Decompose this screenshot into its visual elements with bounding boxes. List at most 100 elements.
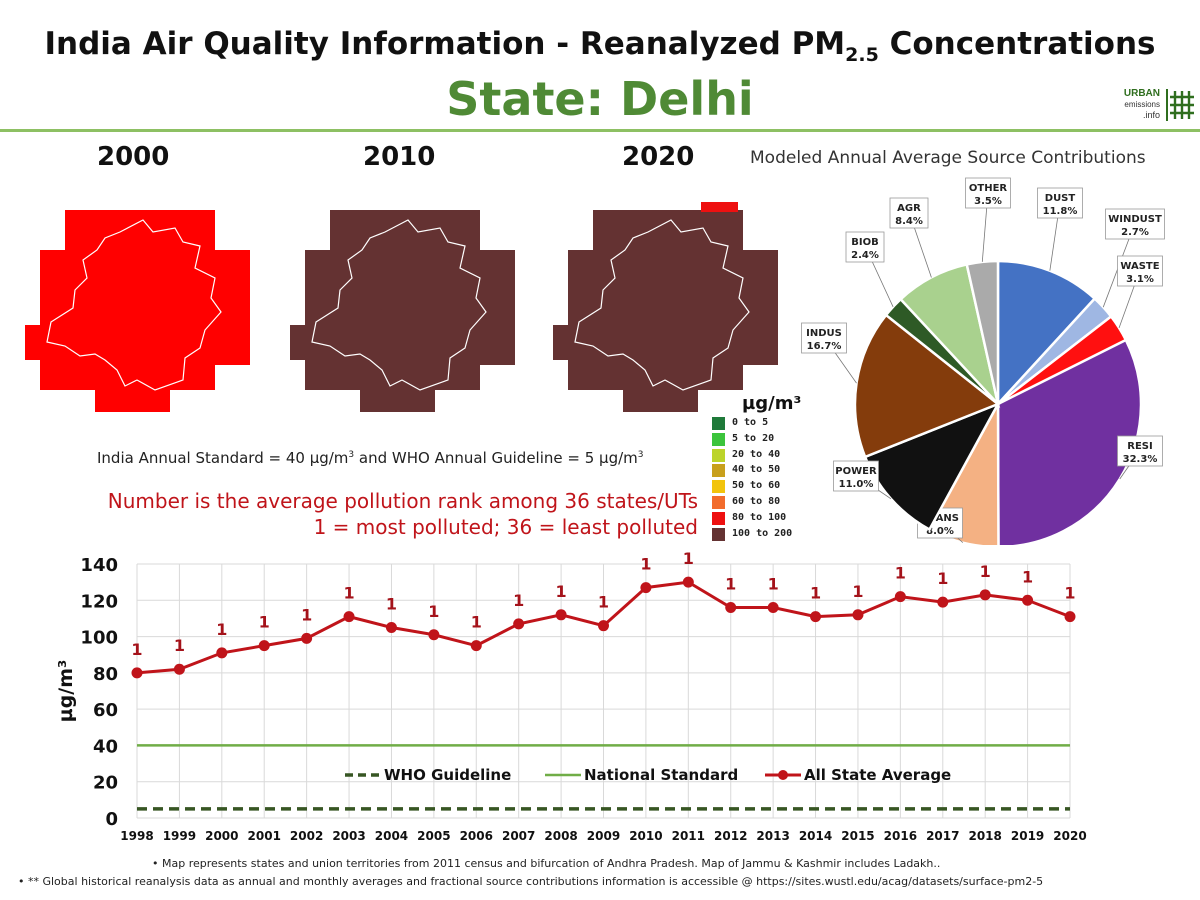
x-tick-label: 2003	[332, 829, 365, 843]
scale-swatch	[712, 495, 725, 509]
rank-label: 1	[598, 593, 609, 612]
pie-label-box	[801, 322, 847, 354]
standard-note-b: and WHO Annual Guideline = 5 µg/m	[354, 449, 638, 467]
map-year-2020: 2020	[622, 142, 695, 172]
rank-label: 1	[640, 555, 651, 574]
x-tick-label: 2007	[502, 829, 535, 843]
rank-label: 1	[937, 569, 948, 588]
source-contribution-pie-chart: DUST 11.8% WINDUST 2.7% WASTE 3.1% RESI 32.3% TR…	[801, 177, 1165, 545]
x-tick-label: 2014	[799, 829, 832, 843]
grid-logo-icon	[1166, 89, 1194, 121]
scale-label: 50 to 60	[732, 480, 781, 492]
pie-label-box	[1117, 435, 1163, 467]
cube-superscript: 3	[348, 450, 355, 460]
state-title: State: Delhi	[446, 72, 754, 126]
y-tick-label: 100	[80, 628, 118, 649]
urbanemissions-logo: URBAN emissions .info	[1114, 88, 1198, 122]
x-tick-label: 2005	[417, 829, 450, 843]
pie-chart-title: Modeled Annual Average Source Contributi…	[750, 148, 1146, 168]
delhi-map-2020	[553, 202, 778, 412]
pie-slice-value: 2.7%	[1121, 227, 1149, 238]
pie-slice-name: TRANS	[921, 513, 959, 524]
state-average-point	[767, 602, 779, 614]
scale-swatch	[712, 417, 725, 430]
footnote-2: • ** Global historical reanalysis data a…	[18, 875, 1044, 888]
standard-note-a: India Annual Standard = 40 µg/m	[97, 449, 349, 467]
rank-label: 1	[683, 549, 694, 568]
pie-slice-name: DUST	[1045, 193, 1076, 204]
x-tick-label: 2015	[841, 829, 874, 843]
x-tick-label: 2013	[756, 829, 789, 843]
rank-label: 1	[471, 613, 482, 632]
rank-label: 1	[131, 640, 142, 659]
x-tick-label: 2016	[884, 829, 917, 843]
rank-label: 1	[725, 575, 736, 594]
state-average-point	[725, 602, 737, 614]
rank-label: 1	[386, 595, 397, 614]
x-tick-label: 2017	[926, 829, 959, 843]
rank-note-line-2: 1 = most polluted; 36 = least polluted	[313, 515, 698, 539]
state-average-point	[385, 622, 397, 633]
x-tick-label: 2011	[672, 829, 705, 843]
pm25-trend-line-chart: 0 20 40 60 80 100 120 140 1998 1999 2000 2001 2002 20…	[55, 549, 1087, 843]
x-tick-label: 2004	[375, 829, 408, 843]
rank-label: 1	[174, 636, 185, 655]
pie-label-box	[1117, 255, 1163, 287]
scale-swatch	[712, 448, 725, 462]
y-tick-label: 80	[93, 664, 118, 685]
x-tick-label: 2008	[544, 829, 577, 843]
state-average-point	[894, 591, 906, 603]
x-tick-label: 2020	[1053, 829, 1086, 843]
rank-label: 1	[980, 562, 991, 581]
x-tick-label: 2019	[1011, 829, 1044, 843]
legend-point-marker	[778, 770, 788, 780]
pie-slice-dust	[996, 259, 1097, 408]
x-tick-label: 2010	[629, 829, 662, 843]
pie-slice-name: RESI	[1127, 441, 1152, 452]
pie-label-box	[965, 177, 1011, 209]
pie-slice-value: 2.4%	[851, 250, 879, 261]
x-tick-label: 2009	[587, 829, 620, 843]
scale-label: 20 to 40	[732, 448, 781, 460]
state-average-point	[216, 647, 228, 659]
scale-label: 60 to 80	[732, 495, 781, 507]
rank-label: 1	[216, 620, 227, 639]
x-tick-label: 2001	[248, 829, 281, 843]
rank-label: 1	[768, 575, 779, 594]
pie-slice-name: BIOB	[851, 237, 878, 248]
logo-line-2: emissions	[1124, 100, 1160, 109]
y-tick-label: 20	[93, 773, 118, 794]
rank-label: 1	[343, 584, 354, 603]
state-average-point	[470, 640, 482, 652]
title-text: India Air Quality Information - Reanalyz…	[44, 26, 846, 62]
scale-label: 5 to 20	[732, 432, 775, 444]
rank-note-line-1: Number is the average pollution rank amo…	[107, 489, 698, 513]
state-average-point	[173, 663, 185, 675]
state-average-point	[428, 629, 440, 641]
rank-label: 1	[259, 613, 270, 632]
scale-label: 80 to 100	[732, 511, 787, 523]
x-tick-label: 1999	[163, 829, 196, 843]
pie-slice-name: OTHER	[969, 183, 1008, 194]
x-tick-label: 1998	[120, 829, 153, 843]
state-average-point	[640, 582, 652, 594]
footnote-1: • Map represents states and union territ…	[152, 857, 941, 870]
rank-label: 1	[513, 591, 524, 610]
pie-label-box	[1037, 187, 1083, 219]
pie-slice-value: 3.1%	[1126, 274, 1154, 285]
pie-slice-name: WASTE	[1120, 261, 1159, 272]
state-average-point	[1022, 594, 1034, 606]
pie-slice-value: 3.5%	[974, 196, 1002, 207]
pie-label-box	[889, 197, 929, 229]
header-divider	[0, 129, 1200, 132]
rank-label: 1	[1022, 567, 1033, 586]
scale-unit: µg/m³	[742, 393, 802, 414]
rank-label: 1	[556, 582, 567, 601]
rank-label: 1	[428, 602, 439, 621]
pie-slice-value: 11.8%	[1043, 206, 1078, 217]
scale-swatch	[712, 480, 725, 494]
rank-label: 1	[810, 584, 821, 603]
scale-swatch	[712, 464, 725, 478]
state-average-point	[513, 618, 525, 630]
standard-note: India Annual Standard = 40 µg/m3 and WHO…	[97, 449, 644, 467]
